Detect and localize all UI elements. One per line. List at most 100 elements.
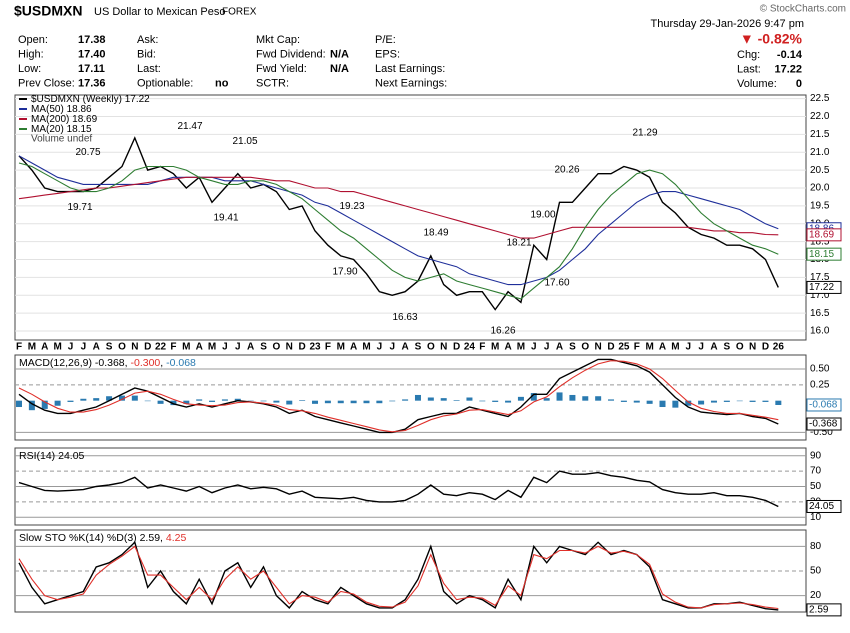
y-tick-label: 0.25: [810, 379, 830, 390]
histogram-bar: [221, 399, 228, 401]
x-tick-label: A: [350, 342, 357, 353]
x-tick-label: N: [131, 342, 138, 353]
field-value: 17.40: [78, 48, 106, 60]
y-tick-label: 22.0: [810, 111, 830, 122]
x-tick-label: O: [736, 342, 744, 353]
histogram-bar: [646, 400, 653, 404]
field-label: Fwd Yield:: [256, 63, 307, 75]
credit: © StockCharts.com: [760, 4, 846, 15]
last-value-label: 24.05: [809, 501, 834, 512]
x-tick-label: 25: [618, 342, 630, 353]
change-pct: ▼ -0.82%: [740, 31, 803, 47]
histogram-bar: [363, 400, 370, 404]
x-tick-label: M: [491, 342, 499, 353]
x-tick-label: D: [607, 342, 614, 353]
x-tick-label: A: [401, 342, 408, 353]
series-line: [18, 540, 779, 611]
histogram-bar: [582, 396, 589, 401]
y-tick-label: 70: [810, 466, 822, 477]
last-value-label: 18.15: [809, 249, 834, 260]
date: Thursday 29-Jan-2026 9:47 pm: [651, 18, 804, 30]
histogram-bar: [41, 400, 48, 409]
field-label: Last:: [737, 63, 761, 75]
histogram-bar: [723, 400, 730, 402]
panel-legend: RSI(14) 24.05: [19, 450, 85, 462]
field-value: N/A: [330, 48, 349, 60]
y-tick-label: 80: [810, 541, 822, 552]
y-tick-label: 90: [810, 450, 822, 461]
field-value: 17.11: [78, 63, 105, 75]
y-tick-label: 21.0: [810, 147, 830, 158]
last-value-box: [806, 603, 842, 617]
last-value-box: [806, 280, 842, 294]
histogram-bar: [209, 400, 216, 402]
x-tick-label: M: [645, 342, 653, 353]
panel-title: Slow STO %K(14) %D(3): [19, 532, 137, 544]
x-tick-label: 22: [155, 342, 167, 353]
histogram-bar: [80, 398, 87, 401]
x-tick-label: J: [377, 342, 383, 353]
histogram-bar: [440, 398, 447, 401]
legend-note: Volume undef: [31, 134, 92, 145]
x-tick-label: J: [68, 342, 74, 353]
legend-value: -0.368: [95, 357, 125, 369]
x-tick-label: O: [273, 342, 281, 353]
histogram-bar: [389, 400, 396, 402]
y-tick-label: 18.5: [810, 236, 830, 247]
field-label: Mkt Cap:: [256, 34, 300, 46]
histogram-bar: [427, 397, 434, 401]
field-label: Low:: [18, 63, 41, 75]
histogram-bar: [517, 396, 524, 401]
y-tick-label: 16.0: [810, 326, 830, 337]
histogram-bar: [672, 400, 679, 408]
y-tick-label: 17.5: [810, 272, 830, 283]
x-tick-label: M: [337, 342, 345, 353]
histogram-bar: [312, 400, 319, 404]
field-value: 0: [796, 78, 802, 90]
x-tick-label: J: [222, 342, 228, 353]
y-tick-label: 22.5: [810, 93, 830, 104]
histogram-bar: [273, 400, 280, 403]
exchange: FOREX: [222, 7, 257, 18]
field-label: Fwd Dividend:: [256, 48, 326, 60]
legend-value: 18.69: [72, 114, 97, 125]
histogram-bar: [337, 400, 344, 404]
legend-entry: MA(200) 18.69: [31, 114, 98, 125]
price-annotation: 18.21: [506, 238, 531, 249]
histogram-bar: [710, 400, 717, 403]
histogram-bar: [492, 400, 499, 402]
price-annotation: 16.26: [490, 325, 515, 336]
field-label: Prev Close:: [18, 77, 75, 89]
legend-entry: MA(50) 18.86: [31, 104, 92, 115]
y-tick-label: -0.50: [810, 427, 833, 438]
field-value: N/A: [330, 63, 349, 75]
field-label: Optionable:: [137, 77, 193, 89]
legend-entry: MA(20) 18.15: [31, 124, 92, 135]
histogram-bar: [131, 395, 138, 401]
x-tick-label: J: [235, 342, 241, 353]
histogram-bar: [453, 400, 460, 401]
histogram-bar: [479, 400, 486, 402]
field-value: 17.36: [78, 77, 106, 89]
y-tick-label: 50: [810, 566, 822, 577]
histogram-bar: [299, 400, 306, 401]
field-label: SCTR:: [256, 77, 289, 89]
last-value-box: [806, 398, 842, 412]
histogram-bar: [93, 398, 100, 401]
legend-name: MA(20): [31, 124, 64, 135]
x-tick-label: A: [710, 342, 717, 353]
last-value-box: [806, 247, 842, 261]
x-tick-label: D: [299, 342, 306, 353]
histogram-bar: [170, 400, 177, 406]
price-annotation: 19.23: [339, 201, 364, 212]
histogram-bar: [118, 395, 125, 401]
series-line: [18, 545, 779, 610]
histogram-bar: [376, 400, 383, 404]
legend-value: -0.300: [131, 357, 161, 369]
histogram-bar: [157, 400, 164, 404]
field-label: Last Earnings:: [375, 63, 445, 75]
histogram-bar: [196, 399, 203, 401]
field-label: Open:: [18, 34, 48, 46]
histogram-bar: [286, 400, 293, 405]
field-value: no: [215, 77, 229, 89]
